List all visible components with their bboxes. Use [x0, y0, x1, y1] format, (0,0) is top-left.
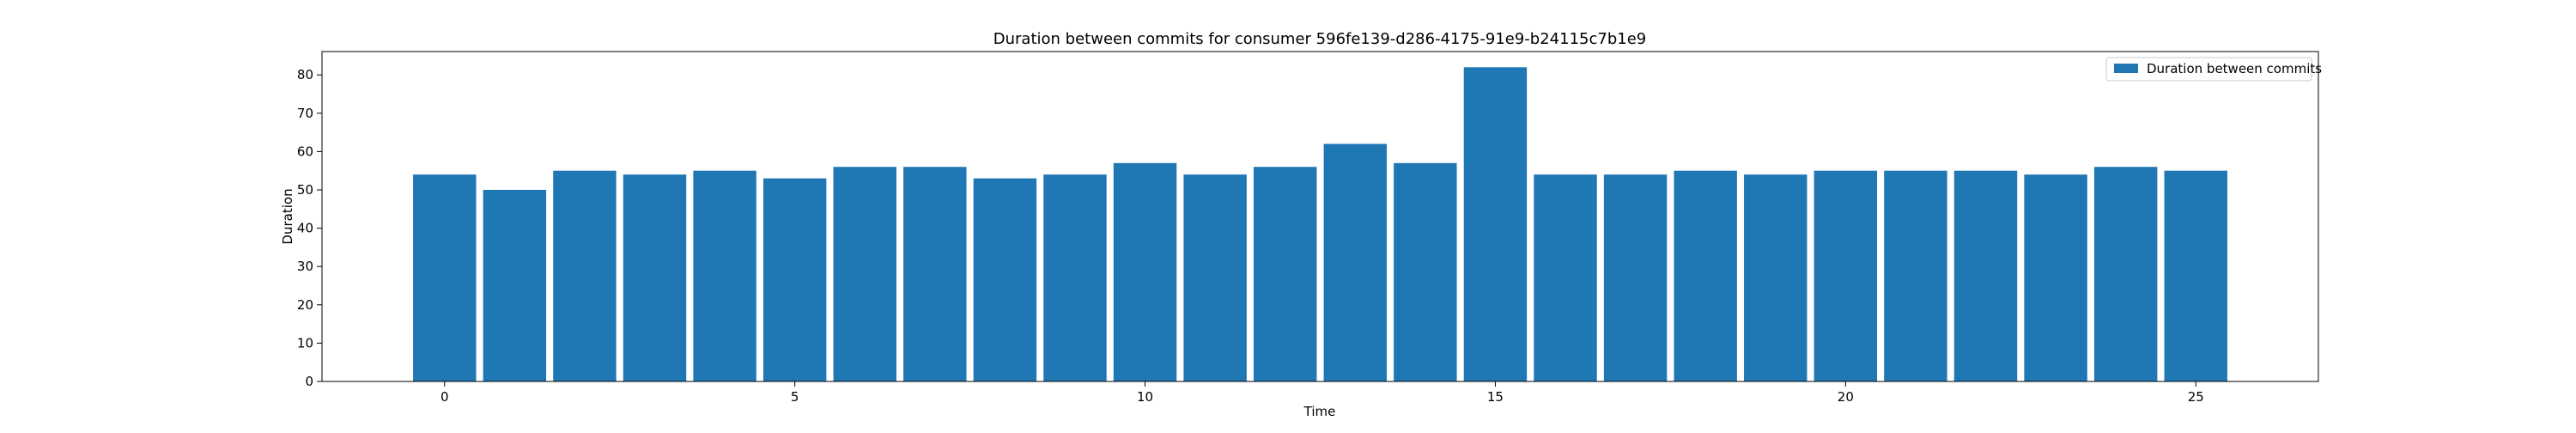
x-axis-label: Time [1303, 404, 1336, 419]
bar-22 [1953, 170, 2018, 381]
y-tick-label: 10 [297, 335, 313, 351]
bar-17 [1603, 174, 1668, 381]
y-axis-label: Duration [280, 188, 295, 244]
x-tick-label: 0 [440, 389, 449, 405]
bar-23 [2024, 174, 2087, 381]
bar-1 [483, 190, 547, 381]
bar-8 [973, 178, 1037, 381]
bar-3 [623, 174, 687, 381]
bar-5 [762, 178, 827, 381]
y-tick-label: 30 [297, 259, 313, 274]
chart-title: Duration between commits for consumer 59… [993, 30, 1646, 48]
y-tick-label: 20 [297, 297, 313, 313]
x-axis: 0 5 10 15 20 25 [440, 381, 2204, 405]
y-axis: 0 10 20 30 40 50 60 70 80 [297, 67, 322, 389]
bar-14 [1394, 162, 1457, 381]
y-tick-label: 80 [297, 67, 313, 82]
plot-frame [321, 51, 2319, 382]
bar-6 [833, 167, 896, 381]
bar-12 [1254, 167, 1317, 381]
bar-20 [1814, 170, 1878, 381]
y-tick-label: 60 [297, 143, 313, 159]
bar-25 [2164, 170, 2227, 381]
bar-19 [1744, 174, 1807, 381]
x-tick-label: 15 [1487, 389, 1504, 405]
bar-18 [1674, 170, 1737, 381]
y-tick-label: 40 [297, 221, 313, 236]
y-tick-label: 50 [297, 182, 313, 198]
x-tick-label: 25 [2188, 389, 2204, 405]
bar-0 [413, 174, 477, 381]
bar-9 [1043, 174, 1107, 381]
bar-11 [1183, 174, 1247, 381]
bar-2 [553, 170, 617, 381]
bars-group [413, 67, 2227, 382]
y-tick-label: 70 [297, 106, 313, 121]
legend: Duration between commits [2105, 57, 2322, 82]
x-tick-label: 20 [1838, 389, 1854, 405]
bar-15 [1463, 67, 1528, 382]
bar-10 [1113, 162, 1177, 381]
legend-label: Duration between commits [2147, 61, 2322, 76]
y-tick-label: 0 [305, 374, 313, 389]
bar-21 [1884, 170, 1947, 381]
bar-24 [2093, 167, 2158, 381]
legend-frame [2105, 57, 2312, 82]
x-tick-label: 10 [1137, 389, 1153, 405]
bar-4 [693, 170, 756, 381]
legend-swatch [2114, 64, 2138, 73]
x-tick-label: 5 [791, 389, 799, 405]
bar-16 [1534, 174, 1597, 381]
bar-7 [903, 167, 967, 381]
bar-13 [1323, 143, 1387, 381]
